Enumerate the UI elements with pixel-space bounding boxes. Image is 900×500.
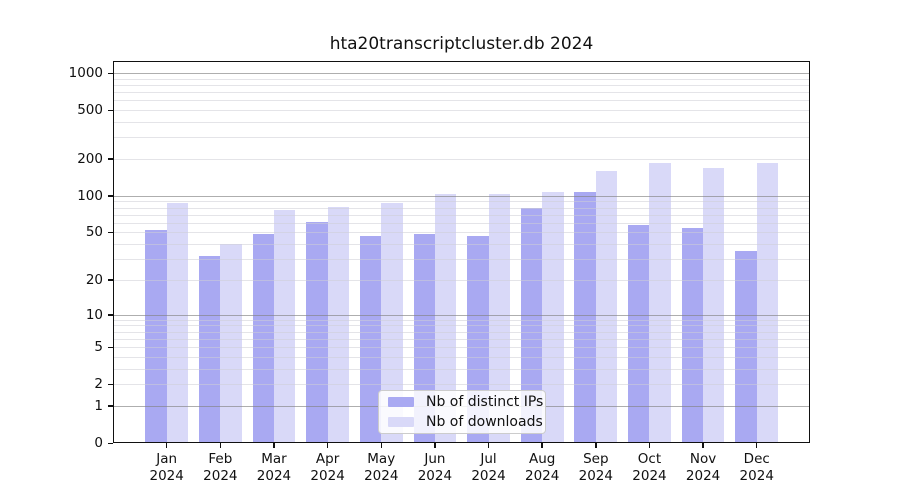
- x-tick-mark: [487, 443, 490, 448]
- y-tick-mark: [108, 383, 113, 386]
- x-tick-mark: [595, 443, 597, 448]
- y-tick-mark: [108, 195, 113, 197]
- bar-downloads-jul: [488, 193, 510, 443]
- x-tick-mark: [702, 443, 704, 448]
- legend-swatch-downloads: [388, 417, 414, 427]
- bar-distinct-ips-feb: [198, 255, 221, 443]
- y-tick-label-0: 0: [94, 435, 103, 451]
- bar-downloads-aug: [542, 191, 564, 443]
- bar-distinct-ips-oct: [628, 224, 650, 443]
- bar-distinct-ips-mar: [252, 233, 274, 443]
- bar-distinct-ips-dec: [735, 251, 757, 443]
- bar-downloads-may: [381, 203, 403, 443]
- bar-downloads-dec: [756, 163, 779, 443]
- bar-downloads-mar: [273, 210, 296, 443]
- bar-downloads-jan: [166, 203, 189, 443]
- x-tick-mark: [219, 443, 222, 448]
- x-tick-mark: [541, 443, 543, 448]
- y-tick-label-200: 200: [77, 150, 103, 167]
- legend-label-downloads: Nb of downloads: [426, 414, 543, 430]
- plot-area: Nb of distinct IPs Nb of downloads: [113, 61, 810, 443]
- y-tick-label-5: 5: [94, 339, 103, 356]
- bar-downloads-oct: [649, 163, 671, 443]
- y-tick-mark: [108, 442, 113, 444]
- legend: Nb of distinct IPs Nb of downloads: [378, 390, 546, 434]
- x-tick-mark: [273, 443, 275, 448]
- chart-title: hta20transcriptcluster.db 2024: [329, 34, 594, 54]
- bar-downloads-feb: [220, 244, 242, 443]
- x-tick-mark: [755, 443, 758, 448]
- y-tick-mark: [108, 405, 113, 407]
- y-tick-mark: [108, 109, 113, 112]
- y-tick-label-1000: 1000: [68, 65, 103, 81]
- bar-downloads-nov: [703, 168, 725, 443]
- y-tick-label-50: 50: [85, 224, 103, 241]
- legend-item-downloads: Nb of downloads: [388, 414, 543, 431]
- x-tick-label-may: May 2024: [364, 451, 399, 484]
- y-tick-mark: [108, 346, 113, 349]
- y-tick-mark: [108, 314, 113, 316]
- x-tick-mark: [380, 443, 382, 448]
- x-tick-label-jun: Jun 2024: [417, 451, 453, 484]
- y-tick-label-10: 10: [85, 306, 103, 323]
- bar-downloads-jun: [434, 193, 457, 443]
- bars-layer: [113, 61, 810, 443]
- x-tick-label-dec: Dec 2024: [739, 451, 774, 484]
- x-tick-label-oct: Oct 2024: [632, 451, 667, 484]
- legend-label-distinct-ips: Nb of distinct IPs: [426, 394, 544, 410]
- legend-swatch-distinct-ips: [388, 397, 414, 407]
- x-tick-mark: [648, 443, 651, 448]
- y-tick-label-100: 100: [77, 187, 103, 204]
- y-tick-label-1: 1: [94, 397, 103, 414]
- bar-downloads-apr: [327, 207, 349, 443]
- x-tick-label-sep: Sep 2024: [578, 451, 613, 484]
- legend-item-distinct-ips: Nb of distinct IPs: [388, 394, 543, 411]
- y-tick-label-500: 500: [77, 102, 103, 119]
- y-tick-mark: [108, 231, 113, 234]
- y-tick-label-2: 2: [94, 376, 103, 393]
- x-tick-label-jan: Jan 2024: [149, 451, 184, 484]
- y-tick-mark: [108, 158, 113, 160]
- y-tick-mark: [108, 72, 113, 74]
- bar-downloads-sep: [595, 170, 618, 443]
- bar-distinct-ips-apr: [306, 221, 328, 443]
- x-tick-label-nov: Nov 2024: [685, 451, 721, 484]
- x-tick-label-apr: Apr 2024: [310, 451, 345, 484]
- x-tick-label-aug: Aug 2024: [524, 451, 560, 484]
- y-tick-label-20: 20: [85, 271, 103, 288]
- x-tick-label-jul: Jul 2024: [471, 451, 506, 484]
- y-tick-mark: [108, 279, 113, 281]
- bar-distinct-ips-jan: [145, 230, 167, 443]
- x-tick-label-feb: Feb 2024: [203, 451, 238, 484]
- x-tick-mark: [326, 443, 329, 448]
- x-tick-mark: [165, 443, 168, 448]
- bar-distinct-ips-sep: [574, 191, 596, 443]
- bar-distinct-ips-nov: [681, 228, 704, 443]
- x-tick-label-mar: Mar 2024: [256, 451, 292, 484]
- x-tick-mark: [434, 443, 436, 448]
